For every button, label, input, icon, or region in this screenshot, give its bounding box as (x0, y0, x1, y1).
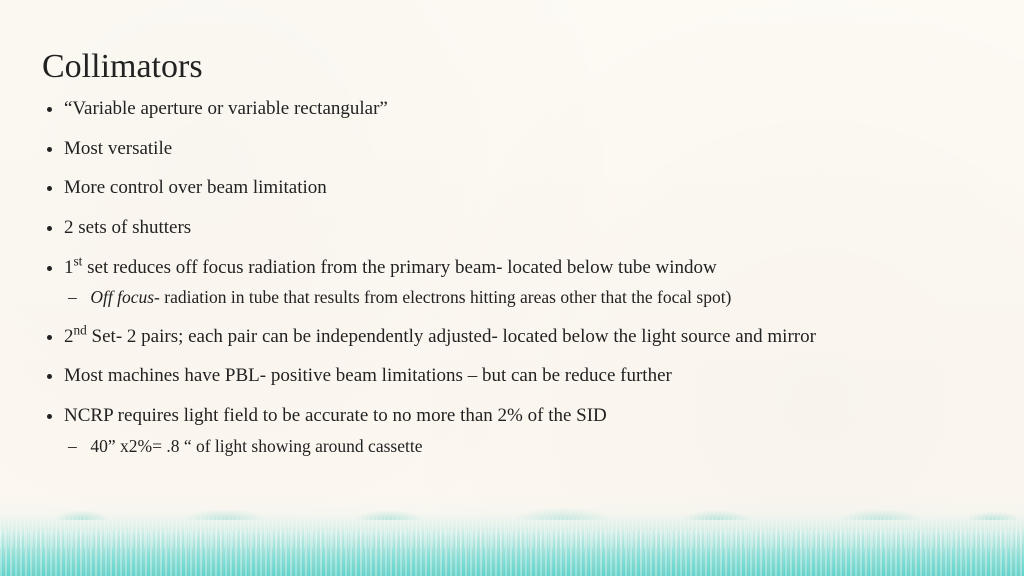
bullet-item: 2nd Set- 2 pairs; each pair can be indep… (64, 324, 982, 350)
bullet-item: Most machines have PBL- positive beam li… (64, 363, 982, 389)
ordinal-suffix: nd (74, 323, 87, 338)
bullet-rest: Set- 2 pairs; each pair can be independe… (87, 326, 816, 347)
sub-rest: radiation in tube that results from elec… (160, 287, 732, 307)
bullet-text: 2 sets of shutters (64, 217, 191, 238)
bullet-list: “Variable aperture or variable rectangul… (42, 96, 982, 458)
slide: Collimators “Variable aperture or variab… (0, 0, 1024, 576)
bullet-rest: set reduces off focus radiation from the… (82, 257, 716, 278)
sub-list: 40” x2%= .8 “ of light showing around ca… (64, 435, 982, 459)
bullet-text: “Variable aperture or variable rectangul… (64, 98, 388, 119)
bullet-item: NCRP requires light field to be accurate… (64, 403, 982, 458)
bullet-prefix: 1 (64, 257, 74, 278)
bullet-prefix: 2 (64, 326, 74, 347)
sub-italic-lead: Off focus- (90, 287, 160, 307)
sub-item: 40” x2%= .8 “ of light showing around ca… (86, 435, 982, 459)
bullet-text: More control over beam limitation (64, 177, 327, 198)
sub-list: Off focus- radiation in tube that result… (64, 286, 982, 310)
bullet-item: 1st set reduces off focus radiation from… (64, 255, 982, 310)
bullet-text: NCRP requires light field to be accurate… (64, 405, 607, 426)
slide-title: Collimators (42, 48, 982, 86)
bullet-text: Most versatile (64, 138, 172, 159)
sub-item: Off focus- radiation in tube that result… (86, 286, 982, 310)
bullet-item: Most versatile (64, 136, 982, 162)
bullet-item: “Variable aperture or variable rectangul… (64, 96, 982, 122)
sub-text: 40” x2%= .8 “ of light showing around ca… (90, 436, 422, 456)
bullet-text: Most machines have PBL- positive beam li… (64, 365, 672, 386)
bullet-item: 2 sets of shutters (64, 215, 982, 241)
bullet-item: More control over beam limitation (64, 175, 982, 201)
